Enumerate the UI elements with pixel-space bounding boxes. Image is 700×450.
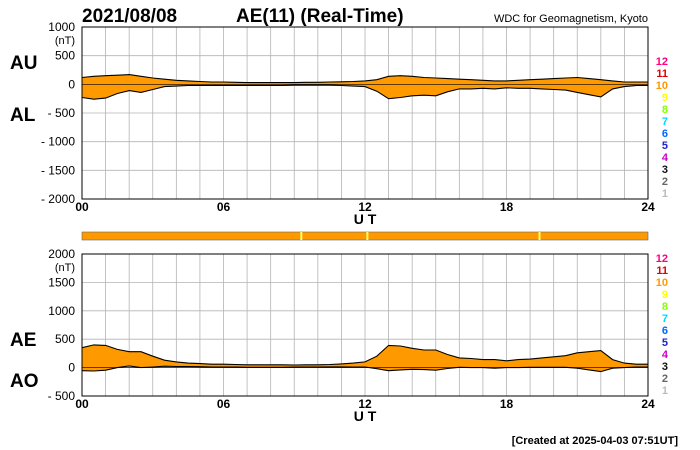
x-axis-label: U T	[354, 211, 377, 227]
y-tick-label: 2000	[48, 247, 75, 261]
plot-frame	[81, 26, 649, 200]
series-label-upper: AU	[10, 53, 37, 74]
x-tick-label: 18	[500, 397, 514, 411]
station-legend-item: 6	[662, 325, 668, 337]
station-legend-item: 5	[662, 140, 668, 152]
x-tick-label: 00	[75, 200, 89, 214]
ae-ao-panel: 2000 1500 1000 500 0 - 500 (nT) 00 06 12 18 24 U T AE…	[10, 247, 655, 424]
coverage-bar-mark	[300, 232, 303, 240]
created-timestamp: [Created at 2025-04-03 07:51UT]	[512, 435, 679, 447]
plot-date: 2021/08/08	[82, 6, 177, 27]
station-legend-item: 1	[662, 188, 668, 200]
station-legend-item: 4	[662, 349, 669, 361]
source-label: WDC for Geomagnetism, Kyoto	[494, 13, 648, 25]
series-area-fill	[82, 74, 648, 100]
station-legend-item: 5	[662, 337, 668, 349]
y-unit-label: (nT)	[55, 262, 75, 274]
station-legend-item: 8	[662, 104, 668, 116]
y-unit-label: (nT)	[55, 35, 75, 47]
x-tick-label: 12	[358, 200, 372, 214]
y-tick-label: - 1500	[41, 163, 75, 177]
coverage-bar-mark	[538, 232, 541, 240]
series-line-au	[81, 74, 648, 84]
y-tick-label: - 500	[48, 106, 76, 120]
y-tick-label: 1000	[48, 304, 75, 318]
station-legend-item: 7	[662, 116, 668, 128]
y-tick-label: 1500	[48, 275, 75, 289]
station-legend-item: 6	[662, 128, 668, 140]
station-legend-item: 10	[656, 277, 668, 289]
station-legend-item: 9	[662, 289, 668, 301]
series-area-fill	[82, 344, 648, 372]
plot-frame	[81, 253, 649, 397]
series-label-lower: AL	[10, 105, 36, 126]
y-tick-label: 1000	[48, 20, 75, 34]
station-legend-item: 4	[662, 152, 669, 164]
x-tick-label: 24	[641, 200, 655, 214]
station-legend-item: 9	[662, 92, 668, 104]
station-legend-item: 1	[662, 385, 668, 397]
station-legend-item: 2	[662, 176, 668, 188]
station-legend-item: 12	[656, 253, 668, 265]
y-tick-label: 500	[55, 332, 75, 346]
x-tick-label: 18	[500, 200, 514, 214]
station-legend-item: 12	[656, 56, 668, 68]
y-tick-label: - 1000	[41, 135, 75, 149]
y-tick-label: - 500	[48, 389, 76, 403]
data-coverage-bar	[81, 231, 649, 241]
coverage-bar-mark	[366, 232, 369, 240]
x-tick-label: 12	[358, 397, 372, 411]
y-tick-label: 0	[68, 361, 75, 375]
y-tick-label: 0	[68, 77, 75, 91]
station-legend-item: 11	[656, 68, 668, 80]
x-tick-label: 06	[217, 397, 231, 411]
series-line-al	[81, 84, 648, 100]
station-legend-item: 8	[662, 301, 668, 313]
series-label-lower: AO	[10, 371, 39, 392]
au-al-panel: 1000 500 0 - 500 - 1000 - 1500 - 2000 (nT) 00 06 1…	[10, 20, 655, 227]
y-tick-label: - 2000	[41, 192, 75, 206]
x-tick-label: 06	[217, 200, 231, 214]
series-line-ao	[81, 365, 648, 373]
station-legend-item: 3	[662, 361, 668, 373]
plot-title: AE(11) (Real-Time)	[236, 6, 404, 27]
x-tick-label: 24	[641, 397, 655, 411]
series-label-upper: AE	[10, 330, 36, 351]
series-line-ae	[81, 344, 648, 366]
station-legend-item: 3	[662, 164, 668, 176]
station-legend-item: 7	[662, 313, 668, 325]
coverage-bar-fill	[81, 231, 649, 241]
station-legend-item: 11	[656, 265, 668, 277]
y-tick-label: 500	[55, 49, 75, 63]
station-legend-item: 10	[656, 80, 668, 92]
station-legend-item: 2	[662, 373, 668, 385]
x-tick-label: 00	[75, 397, 89, 411]
x-axis-label: U T	[354, 408, 377, 424]
